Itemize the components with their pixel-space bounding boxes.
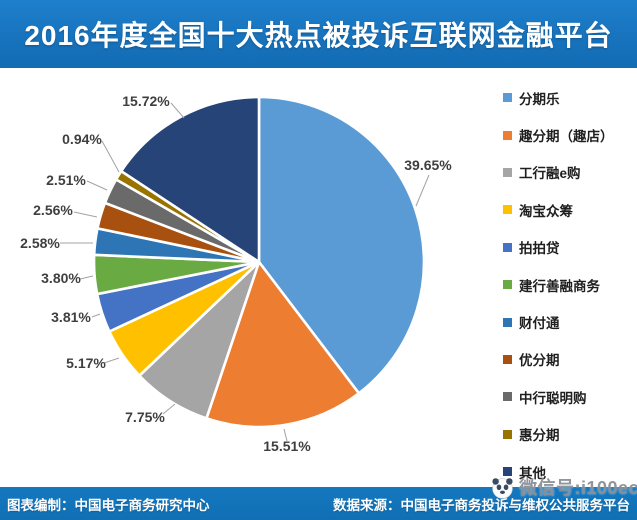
leader-line-8 bbox=[86, 180, 108, 191]
legend-swatch-7 bbox=[503, 354, 512, 364]
leader-line-5 bbox=[79, 275, 94, 280]
legend-item-9: 惠分期 bbox=[503, 416, 633, 453]
legend-swatch-6 bbox=[503, 317, 512, 327]
legend-item-4: 拍拍贷 bbox=[503, 229, 633, 266]
leader-line-10 bbox=[170, 102, 185, 119]
legend-label-0: 分期乐 bbox=[519, 91, 560, 107]
title-bar: 2016年度全国十大热点被投诉互联网金融平台 bbox=[0, 0, 637, 68]
legend-label-7: 优分期 bbox=[519, 353, 560, 369]
legend-swatch-3 bbox=[503, 205, 512, 215]
legend-label-6: 财付通 bbox=[519, 316, 560, 332]
pie-label-2: 7.75% bbox=[125, 409, 165, 425]
pie-label-3: 5.17% bbox=[66, 355, 106, 371]
legend-item-7: 优分期 bbox=[503, 341, 633, 378]
watermark-text: 微信号:i100ec bbox=[519, 478, 637, 498]
pie-label-8: 2.51% bbox=[46, 172, 86, 188]
legend-label-10: 其他 bbox=[519, 465, 546, 481]
pie-label-6: 2.58% bbox=[20, 235, 60, 251]
footer-bar: 图表编制：中国电子商务研究中心 数据来源：中国电子商务投诉与维权公共服务平台 bbox=[0, 487, 637, 520]
leader-line-9 bbox=[101, 140, 120, 173]
legend-item-3: 淘宝众筹 bbox=[503, 191, 633, 228]
page-title: 2016年度全国十大热点被投诉互联网金融平台 bbox=[24, 20, 613, 51]
legend-label-3: 淘宝众筹 bbox=[519, 203, 573, 219]
legend-item-6: 财付通 bbox=[503, 303, 633, 340]
legend-item-2: 工行融e购 bbox=[503, 154, 633, 191]
pie-label-0: 39.65% bbox=[404, 157, 452, 173]
leader-line-2 bbox=[162, 403, 176, 415]
legend-item-10: 其他 bbox=[503, 453, 633, 490]
legend-swatch-1 bbox=[503, 130, 512, 140]
leader-line-1 bbox=[283, 428, 288, 442]
pie-slice-0 bbox=[257, 95, 426, 395]
panda-icon bbox=[492, 477, 513, 499]
legend-label-4: 拍拍贷 bbox=[519, 241, 560, 257]
pie-label-1: 15.51% bbox=[263, 438, 311, 454]
chart-area: 39.65% 15.51% 7.75% 5.17% 3.81% 3.80% 2.58% 2.5… bbox=[0, 68, 637, 487]
legend-label-9: 惠分期 bbox=[519, 428, 560, 444]
pie-chart: 39.65% 15.51% 7.75% 5.17% 3.81% 3.80% 2.58% 2.5… bbox=[20, 93, 452, 454]
legend-swatch-10 bbox=[503, 467, 512, 477]
legend-label-2: 工行融e购 bbox=[519, 166, 581, 182]
legend-label-5: 建行善融商务 bbox=[519, 278, 600, 294]
legend-swatch-5 bbox=[503, 280, 512, 290]
legend-item-1: 趣分期（趣店） bbox=[503, 116, 633, 153]
footer-source: 数据来源：中国电子商务投诉与维权公共服务平台 bbox=[333, 497, 630, 513]
legend-swatch-2 bbox=[503, 167, 512, 177]
pie-label-5: 3.80% bbox=[41, 270, 81, 286]
legend-swatch-8 bbox=[503, 392, 512, 402]
pie-label-10: 15.72% bbox=[122, 93, 170, 109]
pie-label-4: 3.81% bbox=[51, 309, 91, 325]
legend-swatch-0 bbox=[503, 93, 512, 103]
legend-label-1: 趣分期（趣店） bbox=[519, 129, 614, 145]
pie-label-7: 2.56% bbox=[33, 202, 73, 218]
legend-item-8: 中行聪明购 bbox=[503, 378, 633, 415]
legend-swatch-4 bbox=[503, 242, 512, 252]
leader-line-7 bbox=[73, 211, 98, 218]
watermark: 微信号:i100ec bbox=[490, 474, 637, 500]
legend-item-0: 分期乐 bbox=[503, 79, 633, 116]
legend-swatch-9 bbox=[503, 429, 512, 439]
pie-label-9: 0.94% bbox=[62, 131, 102, 147]
leader-line-4 bbox=[91, 313, 101, 318]
leader-line-0 bbox=[415, 174, 430, 207]
legend-item-5: 建行善融商务 bbox=[503, 266, 633, 303]
legend: 分期乐趣分期（趣店） 工行融e购淘宝众筹拍拍贷建行善融商务 财付通优分期中行聪明购惠… bbox=[503, 79, 633, 490]
pie-slice-10 bbox=[119, 95, 261, 264]
footer-credit: 图表编制：中国电子商务研究中心 bbox=[7, 497, 210, 513]
pie-slice-1 bbox=[205, 260, 361, 429]
leader-line-3 bbox=[103, 357, 120, 364]
legend-label-8: 中行聪明购 bbox=[519, 390, 587, 406]
